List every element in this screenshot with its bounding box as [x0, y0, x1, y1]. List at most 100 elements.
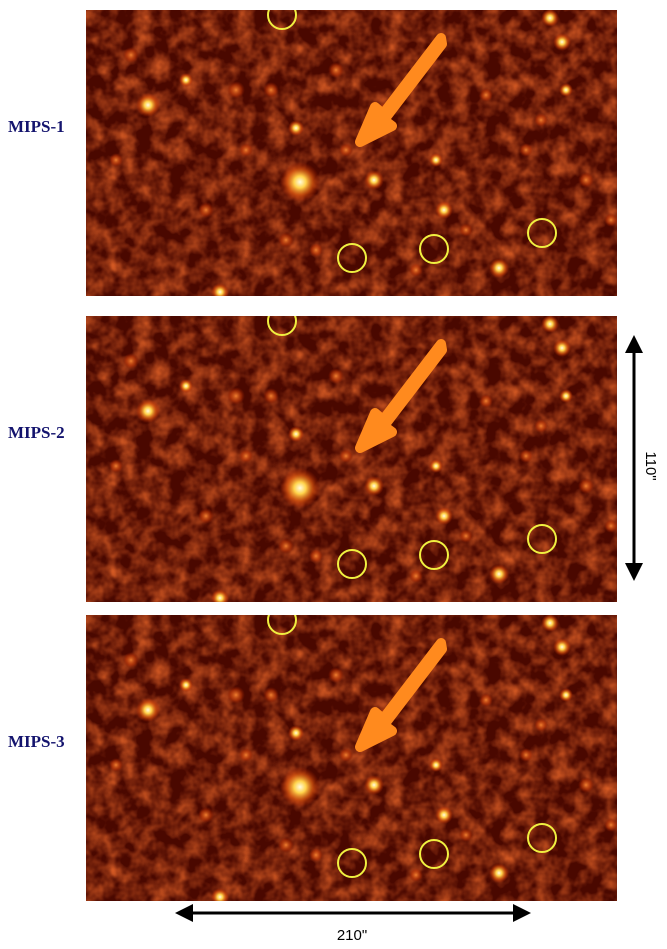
faint-source: [239, 748, 253, 762]
faint-source: [239, 449, 253, 463]
faint-source: [339, 143, 353, 157]
faint-source: [339, 449, 353, 463]
faint-source: [278, 538, 294, 554]
source: [364, 170, 384, 190]
source: [364, 775, 384, 795]
source: [489, 258, 509, 278]
faint-source: [534, 113, 548, 127]
source: [280, 162, 320, 202]
image-panel: [86, 10, 617, 296]
source: [211, 283, 229, 296]
faint-source: [198, 508, 214, 524]
faint-source: [409, 263, 423, 277]
source: [541, 615, 559, 632]
faint-source: [479, 693, 493, 707]
source: [435, 201, 453, 219]
faint-source: [198, 202, 214, 218]
faint-source: [519, 748, 533, 762]
faint-source: [263, 82, 279, 98]
source: [179, 73, 193, 87]
source: [559, 688, 573, 702]
faint-source: [309, 549, 323, 563]
faint-source: [198, 807, 214, 823]
faint-source: [227, 387, 245, 405]
marker-ring: [527, 524, 557, 554]
marker-ring: [527, 823, 557, 853]
source: [429, 459, 443, 473]
faint-source: [459, 828, 473, 842]
faint-source: [479, 394, 493, 408]
scale-label-horizontal: 210": [337, 927, 367, 944]
source: [435, 507, 453, 525]
pointer-arrow: [355, 638, 447, 752]
faint-source: [109, 459, 123, 473]
source: [288, 725, 304, 741]
panel-label: MIPS-3: [8, 732, 65, 751]
source: [280, 468, 320, 508]
faint-source: [604, 213, 617, 227]
faint-source: [227, 686, 245, 704]
source: [541, 10, 559, 27]
marker-ring: [419, 234, 449, 264]
source: [280, 767, 320, 807]
source: [489, 863, 509, 883]
marker-ring: [419, 540, 449, 570]
source: [541, 316, 559, 333]
source: [179, 379, 193, 393]
marker-ring: [337, 549, 367, 579]
faint-source: [123, 353, 139, 369]
faint-source: [409, 569, 423, 583]
image: [86, 10, 617, 296]
pointer-arrow: [355, 339, 447, 453]
faint-source: [309, 848, 323, 862]
scale-label-vertical: 110": [642, 451, 659, 480]
faint-source: [263, 687, 279, 703]
marker-ring: [419, 839, 449, 869]
marker-ring: [267, 615, 297, 635]
faint-source: [578, 777, 594, 793]
faint-source: [227, 81, 245, 99]
faint-source: [604, 519, 617, 533]
pointer-arrow: [355, 33, 447, 147]
faint-source: [278, 232, 294, 248]
source: [288, 426, 304, 442]
source: [429, 153, 443, 167]
faint-source: [459, 529, 473, 543]
source: [136, 93, 160, 117]
faint-source: [534, 718, 548, 732]
marker-ring: [337, 848, 367, 878]
source: [136, 399, 160, 423]
marker-ring: [337, 243, 367, 273]
faint-source: [534, 419, 548, 433]
faint-source: [263, 388, 279, 404]
marker-ring: [527, 218, 557, 248]
faint-source: [309, 243, 323, 257]
source: [553, 339, 571, 357]
panel-label: MIPS-2: [8, 423, 65, 442]
faint-source: [519, 449, 533, 463]
faint-source: [109, 758, 123, 772]
panel-label: MIPS-1: [8, 117, 65, 136]
faint-source: [123, 652, 139, 668]
image: [86, 615, 617, 901]
image-panel: [86, 615, 617, 901]
marker-ring: [267, 10, 297, 30]
source: [136, 698, 160, 722]
source: [429, 758, 443, 772]
image: [86, 316, 617, 602]
faint-source: [578, 172, 594, 188]
faint-source: [604, 818, 617, 832]
faint-source: [123, 47, 139, 63]
faint-source: [328, 62, 344, 78]
faint-source: [339, 748, 353, 762]
marker-ring: [267, 316, 297, 336]
faint-source: [479, 88, 493, 102]
source: [489, 564, 509, 584]
faint-source: [578, 478, 594, 494]
faint-source: [109, 153, 123, 167]
faint-source: [519, 143, 533, 157]
faint-source: [278, 837, 294, 853]
faint-source: [328, 667, 344, 683]
source: [364, 476, 384, 496]
